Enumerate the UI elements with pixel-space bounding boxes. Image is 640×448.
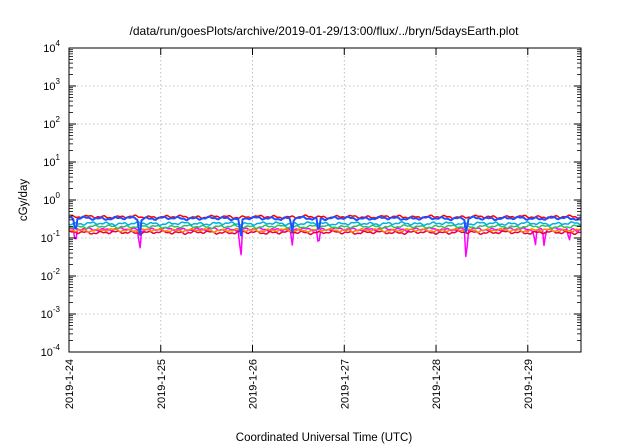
x-tick-label: 2019-1-25: [156, 359, 168, 409]
series-line: [68, 215, 582, 237]
x-axis-ticks: 2019-1-24 2019-1-25 2019-1-26 2019-1-27 2019…: [64, 48, 535, 409]
series-line: [68, 229, 581, 236]
plot-series: [68, 214, 582, 258]
series-line: [68, 227, 582, 234]
y-tick-label-base: 10: [43, 81, 55, 93]
y-tick-label: 10-3: [41, 305, 61, 321]
y-tick-label-base: 10: [43, 119, 55, 131]
y-tick-label-base: 10: [41, 309, 53, 321]
x-tick-label: 2019-1-28: [431, 359, 443, 409]
x-tick-label: 2019-1-26: [248, 359, 260, 409]
grid: [69, 48, 581, 352]
y-tick-label: 100: [43, 191, 60, 207]
y-tick-label-exponent: -4: [53, 343, 61, 352]
y-tick-label-exponent: 3: [56, 77, 61, 86]
y-tick-label: 101: [43, 153, 60, 169]
y-tick-label: 10-1: [41, 229, 61, 245]
x-tick-label: 2019-1-29: [523, 359, 535, 409]
y-tick-label: 103: [43, 77, 60, 93]
y-tick-label: 102: [43, 115, 60, 131]
y-axis-label: cGy/day: [18, 179, 30, 221]
y-tick-label-base: 10: [41, 233, 53, 245]
y-tick-label-base: 10: [43, 43, 55, 55]
y-tick-label-base: 10: [41, 347, 53, 359]
y-tick-label-exponent: -1: [53, 229, 61, 238]
y-tick-label-base: 10: [43, 195, 55, 207]
y-tick-label-exponent: -3: [53, 305, 61, 314]
y-tick-label-exponent: 1: [56, 153, 61, 162]
series-line: [68, 214, 582, 220]
y-tick-label-exponent: -2: [53, 267, 61, 276]
y-tick-label-exponent: 4: [56, 39, 61, 48]
chart-title: /data/run/goesPlots/archive/2019-01-29/1…: [130, 24, 520, 38]
y-tick-label-exponent: 2: [56, 115, 61, 124]
y-tick-label: 10-2: [41, 267, 61, 283]
y-tick-label-exponent: 0: [56, 191, 61, 200]
x-tick-label: 2019-1-24: [64, 359, 76, 409]
y-tick-label: 104: [43, 39, 60, 55]
y-tick-label-base: 10: [41, 271, 53, 283]
series-line: [68, 223, 582, 230]
series-line: [68, 220, 582, 227]
x-tick-label: 2019-1-27: [339, 359, 351, 409]
y-tick-label-base: 10: [43, 157, 55, 169]
y-tick-label: 10-4: [41, 343, 61, 359]
x-axis-label: Coordinated Universal Time (UTC): [236, 432, 413, 444]
